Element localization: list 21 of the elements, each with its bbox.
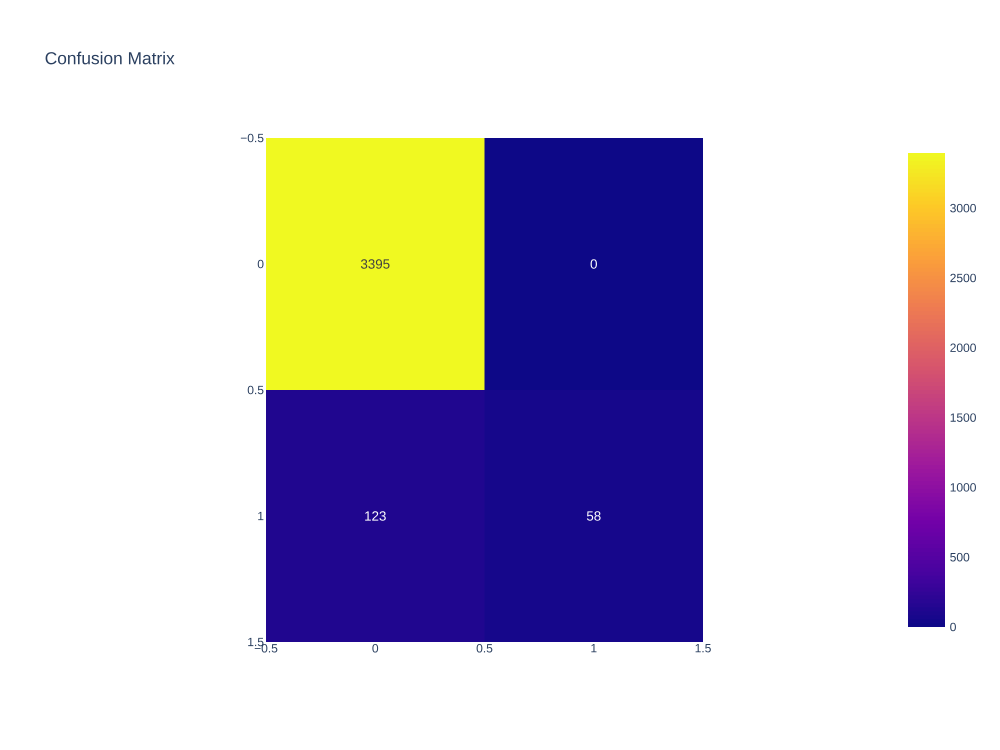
color-bar-label: 1000 [950, 483, 976, 492]
data-label: 0 [590, 259, 597, 269]
y-tick-label: 0.5 [248, 386, 264, 394]
y-tick-label: 1 [258, 512, 264, 520]
color-bar-label: 2000 [950, 344, 976, 352]
x-tick-label: 0.5 [476, 644, 492, 653]
data-label: 58 [586, 511, 601, 521]
color-bar-label: 3000 [950, 204, 976, 212]
color-bar-label: 1500 [950, 413, 976, 422]
data-label: 123 [365, 511, 386, 521]
x-tick-label: 1.5 [696, 644, 711, 652]
x-tick-label: 0 [372, 644, 378, 653]
x-tick-label: 1 [591, 644, 597, 652]
color-bar-label: 500 [950, 552, 970, 562]
text: Confusion Matrix [46, 52, 175, 64]
y-tick-label: −0.5 [240, 134, 264, 142]
y-tick-label: 0 [258, 260, 264, 268]
color-bar-label: 0 [950, 622, 956, 632]
color-bar-label: 2500 [950, 274, 976, 282]
data-label: 3395 [360, 259, 390, 269]
y-tick-label: 1.5 [248, 638, 264, 646]
